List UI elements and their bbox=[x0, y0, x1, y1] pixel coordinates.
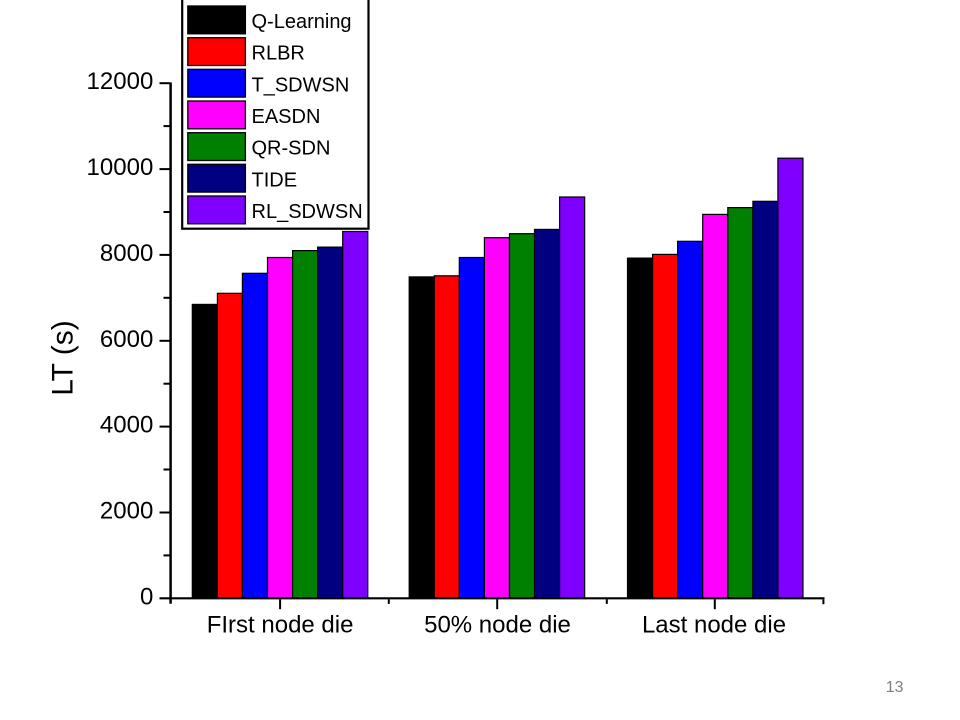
svg-text:EASDN: EASDN bbox=[252, 106, 321, 128]
svg-text:13: 13 bbox=[886, 679, 904, 696]
svg-text:50% node die: 50% node die bbox=[424, 612, 571, 639]
svg-text:QR-SDN: QR-SDN bbox=[252, 138, 331, 160]
svg-text:8000: 8000 bbox=[100, 240, 153, 267]
svg-text:6000: 6000 bbox=[100, 326, 153, 353]
svg-text:LT (s): LT (s) bbox=[47, 320, 80, 396]
svg-text:0: 0 bbox=[140, 583, 153, 610]
svg-text:10000: 10000 bbox=[87, 154, 154, 181]
svg-text:FIrst node die: FIrst node die bbox=[207, 612, 354, 639]
svg-text:Q-Learning: Q-Learning bbox=[252, 11, 352, 33]
svg-text:Last node die: Last node die bbox=[642, 612, 786, 639]
svg-text:2000: 2000 bbox=[100, 498, 153, 525]
svg-text:TIDE: TIDE bbox=[252, 169, 298, 191]
svg-text:12000: 12000 bbox=[87, 68, 154, 95]
svg-text:T_SDWSN: T_SDWSN bbox=[252, 74, 350, 96]
svg-text:4000: 4000 bbox=[100, 412, 153, 439]
svg-text:RLBR: RLBR bbox=[252, 43, 305, 65]
svg-text:RL_SDWSN: RL_SDWSN bbox=[252, 201, 363, 223]
